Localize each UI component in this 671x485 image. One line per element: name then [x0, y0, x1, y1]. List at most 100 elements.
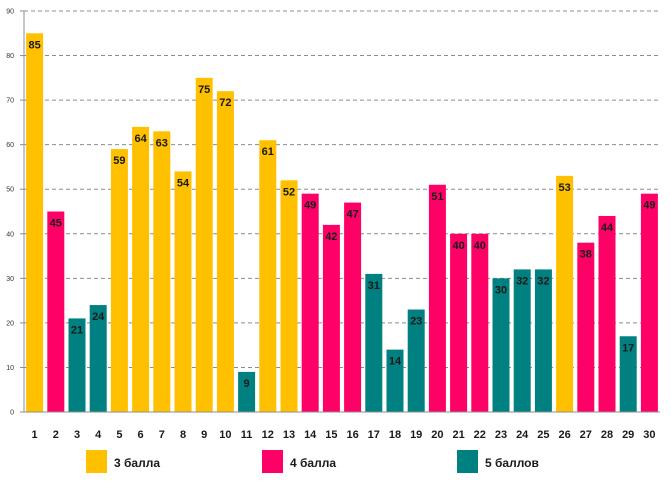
data-label-26: 53: [558, 182, 570, 194]
legend-item: 3 балла: [86, 450, 160, 473]
data-label-22: 40: [474, 240, 486, 252]
data-label-8: 54: [177, 177, 190, 189]
data-label-16: 47: [346, 209, 358, 221]
x-tick-label: 28: [601, 429, 613, 441]
legend-item: 5 баллов: [457, 450, 539, 473]
x-tick-label: 21: [452, 429, 464, 441]
y-tick-label: 10: [6, 365, 14, 372]
x-tick-label: 19: [410, 429, 422, 441]
x-tick-label: 3: [74, 429, 80, 441]
y-tick-label: 90: [6, 9, 14, 16]
data-label-12: 61: [262, 146, 274, 158]
data-label-11: 9: [244, 378, 250, 390]
x-tick-label: 12: [262, 429, 274, 441]
y-tick-label: 60: [6, 142, 14, 149]
data-labels: 85 45 21 24 59 64 63 54 75 72 9 61 52 49 42 47 31 14 23 51 4…: [28, 39, 655, 390]
x-tick-label: 9: [201, 429, 207, 441]
data-label-9: 75: [198, 84, 210, 96]
bar-14: [301, 193, 319, 412]
x-tick-label: 14: [304, 429, 317, 441]
bar-21: [450, 233, 468, 412]
grid-lines: [20, 10, 660, 413]
data-label-1: 85: [28, 39, 40, 51]
data-label-10: 72: [219, 97, 231, 109]
x-tick-label: 20: [431, 429, 443, 441]
data-label-20: 51: [431, 191, 443, 203]
x-tick-label: 10: [219, 429, 231, 441]
bar-16: [344, 202, 362, 412]
legend: 3 балла 4 балла 5 баллов: [86, 450, 539, 473]
legend-label: 4 балла: [290, 456, 336, 470]
bar-13: [280, 180, 298, 412]
x-tick-label: 17: [368, 429, 380, 441]
bar-25: [534, 269, 552, 412]
y-tick-label: 80: [6, 53, 14, 60]
legend-label: 3 балла: [114, 456, 160, 470]
x-tick-label: 8: [180, 429, 186, 441]
legend-swatch: [457, 450, 478, 473]
y-tick-label: 70: [6, 98, 14, 105]
bar-30: [640, 193, 658, 412]
data-label-15: 42: [325, 231, 337, 243]
x-axis-ticks: 1 2 3 4 5 6 7 8 9 10 11 12 13 14 15 16 17 18 19 20 21 22 23 24 2…: [32, 429, 656, 441]
y-tick-label: 40: [6, 231, 14, 238]
y-tick-label: 0: [10, 410, 14, 417]
bar-27: [577, 242, 595, 412]
bar-26: [556, 175, 574, 412]
y-tick-label: 50: [6, 187, 14, 194]
data-label-6: 64: [134, 133, 147, 145]
bar-19: [407, 309, 425, 412]
data-label-24: 32: [516, 275, 528, 287]
x-tick-label: 18: [389, 429, 401, 441]
bars: [26, 33, 658, 413]
x-tick-label: 26: [558, 429, 570, 441]
bar-22: [471, 233, 489, 412]
x-tick-label: 13: [283, 429, 295, 441]
data-label-13: 52: [283, 186, 295, 198]
bar-7: [153, 131, 171, 413]
data-label-2: 45: [50, 218, 62, 230]
data-label-14: 49: [304, 200, 316, 212]
bar-8: [174, 171, 192, 412]
data-label-25: 32: [537, 275, 549, 287]
x-tick-label: 29: [622, 429, 634, 441]
bar-5: [110, 149, 128, 412]
x-tick-label: 24: [516, 429, 529, 441]
bar-3: [68, 318, 86, 412]
y-tick-label: 20: [6, 320, 14, 327]
bar-10: [216, 91, 234, 412]
x-tick-label: 2: [53, 429, 59, 441]
legend-swatch: [262, 450, 283, 473]
data-label-17: 31: [368, 280, 380, 292]
x-tick-label: 25: [537, 429, 549, 441]
x-tick-label: 27: [580, 429, 592, 441]
bar-23: [492, 278, 510, 412]
x-tick-label: 16: [346, 429, 358, 441]
legend-swatch: [86, 450, 107, 473]
data-label-4: 24: [92, 311, 105, 323]
bar-4: [89, 305, 107, 412]
bar-15: [322, 224, 340, 412]
data-label-21: 40: [452, 240, 464, 252]
bar-11: [238, 371, 256, 412]
bar-2: [47, 211, 65, 412]
bar-6: [132, 126, 150, 412]
y-tick-label: 30: [6, 276, 14, 283]
data-label-19: 23: [410, 316, 422, 328]
x-tick-label: 30: [643, 429, 655, 441]
data-label-29: 17: [622, 342, 634, 354]
bar-18: [386, 349, 404, 412]
bar-24: [513, 269, 531, 412]
legend-label: 5 баллов: [485, 456, 539, 470]
data-label-30: 49: [643, 200, 655, 212]
bar-28: [598, 215, 616, 412]
x-tick-label: 15: [325, 429, 337, 441]
data-label-23: 30: [495, 284, 507, 296]
x-tick-label: 1: [32, 429, 38, 441]
x-tick-label: 23: [495, 429, 507, 441]
data-label-7: 63: [156, 137, 168, 149]
bar-29: [619, 336, 637, 412]
x-tick-label: 7: [159, 429, 165, 441]
bar-9: [195, 77, 213, 412]
